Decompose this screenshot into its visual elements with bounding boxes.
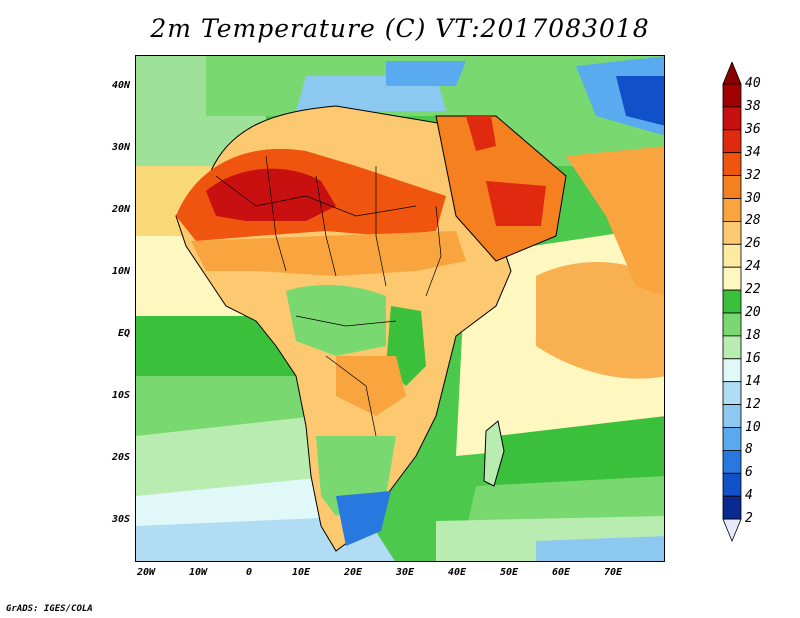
colorbar-label: 38 [745, 98, 761, 114]
lon-tick-10e: 10E [291, 567, 311, 578]
colorbar-swatch [722, 198, 742, 222]
lon-tick-10w: 10W [188, 567, 208, 578]
colorbar-swatch [722, 129, 742, 154]
map-title: 2m Temperature (C) VT:2017083018 [150, 14, 650, 43]
madagascar [483, 420, 505, 487]
colorbar-swatch [722, 358, 742, 383]
lat-tick-eq: EQ [117, 328, 130, 339]
lat-tick-10n: 10N [111, 266, 130, 277]
lat-tick-20s: 20S [111, 452, 130, 463]
lat-tick-30s: 30S [111, 514, 130, 525]
colorbar-top-arrow [722, 62, 742, 85]
india-region [566, 146, 664, 296]
colorbar-swatch [722, 152, 742, 176]
lat-tick-20n: 20N [111, 204, 130, 215]
lat-tick-30n: 30N [111, 142, 130, 153]
map-canvas [136, 56, 664, 561]
colorbar-label: 26 [745, 236, 761, 252]
lon-tick-50e: 50E [499, 567, 519, 578]
colorbar [722, 62, 742, 543]
colorbar-label: 6 [745, 465, 753, 481]
colorbar-swatch [722, 404, 742, 428]
colorbar-label: 22 [745, 282, 761, 298]
colorbar-swatch [722, 266, 742, 291]
colorbar-label: 28 [745, 213, 761, 229]
lon-tick-0: 0 [245, 567, 253, 578]
colorbar-swatch [722, 83, 742, 108]
lon-tick-20e: 20E [343, 567, 363, 578]
temperature-map [135, 55, 665, 562]
colorbar-swatch [722, 220, 742, 245]
colorbar-label: 16 [745, 350, 761, 366]
colorbar-label: 30 [745, 190, 761, 206]
colorbar-swatch [722, 175, 742, 199]
colorbar-swatch [722, 243, 742, 268]
colorbar-swatch [722, 427, 742, 451]
colorbar-label: 10 [745, 419, 761, 435]
south-africa-cool [336, 491, 391, 546]
colorbar-label: 8 [745, 442, 753, 458]
colorbar-label: 14 [745, 373, 761, 389]
colorbar-swatch [722, 106, 742, 131]
colorbar-swatch [722, 472, 742, 497]
colorbar-swatch [722, 289, 742, 314]
lon-tick-30e: 30E [395, 567, 415, 578]
lon-tick-20w: 20W [136, 567, 156, 578]
colorbar-label: 20 [745, 305, 761, 320]
lon-tick-40e: 40E [447, 567, 467, 578]
lat-tick-10s: 10S [111, 390, 130, 401]
colorbar-label: 32 [745, 167, 761, 183]
colorbar-bottom-arrow [722, 518, 742, 543]
colorbar-swatch [722, 449, 742, 474]
colorbar-swatch [722, 495, 742, 520]
colorbar-swatch [722, 381, 742, 406]
colorbar-label: 2 [745, 511, 753, 527]
colorbar-label: 18 [745, 327, 761, 343]
colorbar-label: 24 [745, 259, 761, 275]
colorbar-label: 12 [745, 396, 761, 412]
footer-credit: GrADS: IGES/COLA [6, 604, 93, 614]
colorbar-swatch [722, 335, 742, 360]
lon-tick-60e: 60E [551, 567, 571, 578]
lon-tick-70e: 70E [603, 567, 623, 578]
lat-tick-40n: 40N [111, 80, 130, 91]
country-borders [215, 155, 442, 437]
colorbar-label: 36 [745, 121, 761, 137]
colorbar-label: 34 [745, 144, 761, 160]
colorbar-label: 4 [745, 488, 753, 504]
colorbar-swatch [722, 312, 742, 337]
colorbar-label: 40 [745, 76, 761, 91]
